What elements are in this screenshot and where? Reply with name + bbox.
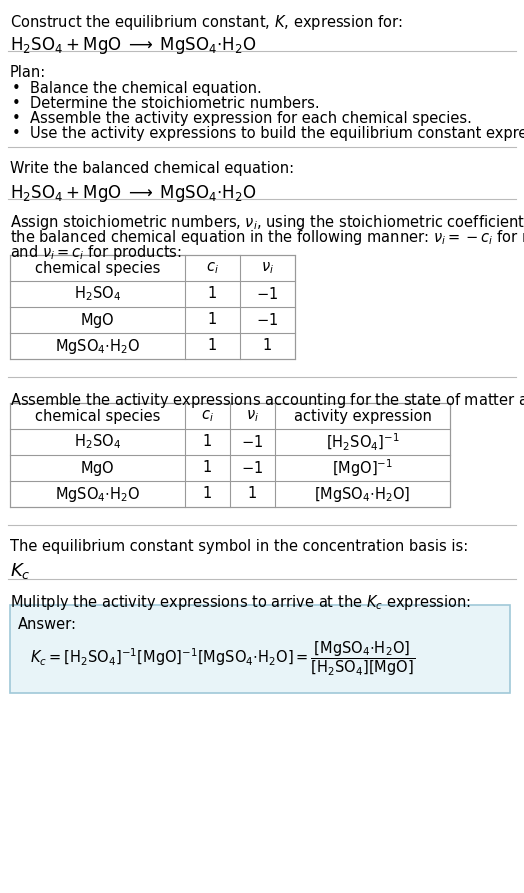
Bar bbox=[10, 403, 450, 507]
Text: 1: 1 bbox=[203, 435, 212, 449]
Text: •  Determine the stoichiometric numbers.: • Determine the stoichiometric numbers. bbox=[12, 96, 320, 111]
Text: 1: 1 bbox=[203, 461, 212, 475]
Text: $-1$: $-1$ bbox=[242, 460, 264, 476]
Text: 1: 1 bbox=[203, 487, 212, 502]
Text: •  Balance the chemical equation.: • Balance the chemical equation. bbox=[12, 81, 262, 96]
Text: $-1$: $-1$ bbox=[256, 312, 279, 328]
Text: chemical species: chemical species bbox=[35, 408, 160, 423]
Text: $c_i$: $c_i$ bbox=[206, 260, 219, 276]
Text: Assign stoichiometric numbers, $\nu_i$, using the stoichiometric coefficients, $: Assign stoichiometric numbers, $\nu_i$, … bbox=[10, 213, 524, 232]
Text: $\mathrm{MgO}$: $\mathrm{MgO}$ bbox=[80, 458, 115, 478]
Text: Write the balanced chemical equation:: Write the balanced chemical equation: bbox=[10, 161, 294, 176]
Text: 1: 1 bbox=[248, 487, 257, 502]
Text: Mulitply the activity expressions to arrive at the $K_c$ expression:: Mulitply the activity expressions to arr… bbox=[10, 593, 471, 612]
Bar bbox=[10, 605, 510, 693]
Text: $-1$: $-1$ bbox=[242, 434, 264, 450]
Text: 1: 1 bbox=[208, 338, 217, 354]
Text: $c_i$: $c_i$ bbox=[201, 408, 214, 424]
Text: •  Use the activity expressions to build the equilibrium constant expression.: • Use the activity expressions to build … bbox=[12, 126, 524, 141]
Text: activity expression: activity expression bbox=[293, 408, 431, 423]
Text: $\mathrm{H_2SO_4 + MgO \;\longrightarrow\; MgSO_4{\cdot}H_2O}$: $\mathrm{H_2SO_4 + MgO \;\longrightarrow… bbox=[10, 183, 257, 204]
Text: $[\mathrm{MgO}]^{-1}$: $[\mathrm{MgO}]^{-1}$ bbox=[332, 457, 393, 479]
Text: $[\mathrm{H_2SO_4}]^{-1}$: $[\mathrm{H_2SO_4}]^{-1}$ bbox=[325, 431, 399, 453]
Text: $\nu_i$: $\nu_i$ bbox=[246, 408, 259, 424]
Text: $\mathrm{MgSO_4{\cdot}H_2O}$: $\mathrm{MgSO_4{\cdot}H_2O}$ bbox=[55, 337, 140, 355]
Text: •  Assemble the activity expression for each chemical species.: • Assemble the activity expression for e… bbox=[12, 111, 472, 126]
Text: Assemble the activity expressions accounting for the state of matter and $\nu_i$: Assemble the activity expressions accoun… bbox=[10, 391, 524, 410]
Text: chemical species: chemical species bbox=[35, 261, 160, 276]
Text: and $\nu_i = c_i$ for products:: and $\nu_i = c_i$ for products: bbox=[10, 243, 182, 262]
Bar bbox=[10, 255, 295, 359]
Text: $K_c$: $K_c$ bbox=[10, 561, 30, 581]
Text: $\nu_i$: $\nu_i$ bbox=[261, 260, 274, 276]
Text: $\mathrm{H_2SO_4}$: $\mathrm{H_2SO_4}$ bbox=[74, 285, 121, 304]
Text: $\mathrm{H_2SO_4}$: $\mathrm{H_2SO_4}$ bbox=[74, 432, 121, 451]
Text: the balanced chemical equation in the following manner: $\nu_i = -c_i$ for react: the balanced chemical equation in the fo… bbox=[10, 228, 524, 247]
Text: $\mathrm{MgSO_4{\cdot}H_2O}$: $\mathrm{MgSO_4{\cdot}H_2O}$ bbox=[55, 485, 140, 504]
Text: 1: 1 bbox=[208, 287, 217, 302]
Text: Plan:: Plan: bbox=[10, 65, 46, 80]
Text: The equilibrium constant symbol in the concentration basis is:: The equilibrium constant symbol in the c… bbox=[10, 539, 468, 554]
Text: Construct the equilibrium constant, $K$, expression for:: Construct the equilibrium constant, $K$,… bbox=[10, 13, 402, 32]
Text: $\mathrm{H_2SO_4 + MgO \;\longrightarrow\; MgSO_4{\cdot}H_2O}$: $\mathrm{H_2SO_4 + MgO \;\longrightarrow… bbox=[10, 35, 257, 56]
Text: $-1$: $-1$ bbox=[256, 286, 279, 302]
Text: $K_c = [\mathrm{H_2SO_4}]^{-1}[\mathrm{MgO}]^{-1}[\mathrm{MgSO_4{\cdot}H_2O}] = : $K_c = [\mathrm{H_2SO_4}]^{-1}[\mathrm{M… bbox=[30, 639, 415, 679]
Text: Answer:: Answer: bbox=[18, 617, 77, 632]
Text: $\mathrm{MgO}$: $\mathrm{MgO}$ bbox=[80, 311, 115, 330]
Text: 1: 1 bbox=[263, 338, 272, 354]
Text: 1: 1 bbox=[208, 313, 217, 328]
Text: $[\mathrm{MgSO_4{\cdot}H_2O}]$: $[\mathrm{MgSO_4{\cdot}H_2O}]$ bbox=[314, 485, 411, 504]
